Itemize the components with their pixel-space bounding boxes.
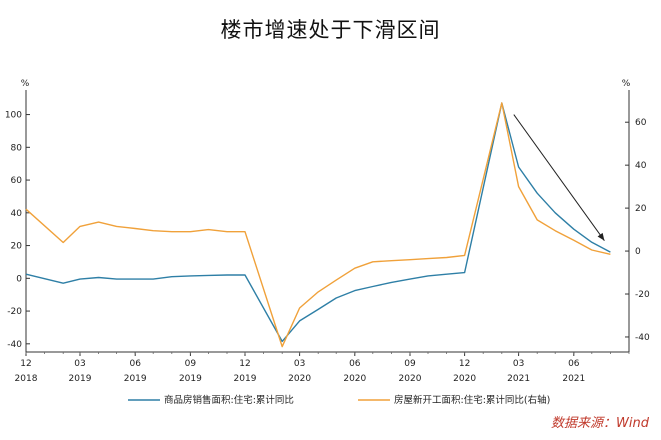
- x-tick-month-label: 12: [459, 359, 470, 369]
- x-tick-year-label: 2019: [234, 374, 257, 384]
- left-tick-label: 40: [11, 209, 23, 219]
- left-tick-label: 0: [16, 274, 22, 284]
- x-tick-month-label: 03: [74, 359, 85, 369]
- left-tick-label: -40: [7, 340, 22, 350]
- x-tick-year-label: 2019: [179, 374, 202, 384]
- right-tick-label: 40: [635, 161, 647, 171]
- left-tick-label: 100: [5, 111, 22, 121]
- right-tick-label: -40: [635, 333, 650, 343]
- trend-arrow-head: [597, 232, 605, 241]
- x-tick-year-label: 2020: [343, 374, 366, 384]
- legend-label-sales-area: 商品房销售面积:住宅:累计同比: [164, 394, 294, 406]
- left-tick-label: 20: [11, 242, 23, 252]
- x-tick-month-label: 09: [185, 359, 197, 369]
- x-tick-year-label: 2019: [124, 374, 147, 384]
- x-tick-year-label: 2020: [288, 374, 311, 384]
- x-tick-year-label: 2019: [69, 374, 92, 384]
- right-tick-label: 0: [635, 247, 641, 257]
- legend-label-new-starts: 房屋新开工面积:住宅:累计同比(右轴): [394, 394, 550, 406]
- trend-arrow-line: [513, 114, 605, 241]
- x-tick-year-label: 2021: [507, 374, 530, 384]
- right-tick-label: -20: [635, 290, 650, 300]
- left-tick-label: 60: [11, 176, 23, 186]
- chart-title: 楼市增速处于下滑区间: [220, 18, 441, 42]
- x-tick-year-label: 2021: [562, 374, 585, 384]
- right-tick-label: 20: [635, 204, 647, 214]
- right-unit-label: %: [622, 79, 631, 89]
- series-line-sales-area: [25, 102, 611, 343]
- x-tick-month-label: 09: [404, 359, 416, 369]
- x-tick-month-label: 12: [239, 359, 250, 369]
- data-source: 数据来源：Wind: [551, 416, 649, 431]
- left-tick-label: 80: [11, 143, 23, 153]
- x-tick-year-label: 2020: [453, 374, 476, 384]
- left-tick-label: -20: [7, 307, 22, 317]
- x-tick-month-label: 06: [349, 359, 361, 369]
- right-tick-label: 60: [635, 118, 647, 128]
- x-tick-month-label: 06: [129, 359, 141, 369]
- x-tick-month-label: 03: [294, 359, 305, 369]
- x-tick-year-label: 2020: [399, 374, 422, 384]
- x-tick-year-label: 2018: [15, 374, 38, 384]
- x-tick-month-label: 06: [568, 359, 580, 369]
- series-line-new-starts: [25, 102, 611, 348]
- x-tick-month-label: 12: [20, 359, 31, 369]
- left-unit-label: %: [21, 79, 30, 89]
- x-tick-month-label: 03: [513, 359, 524, 369]
